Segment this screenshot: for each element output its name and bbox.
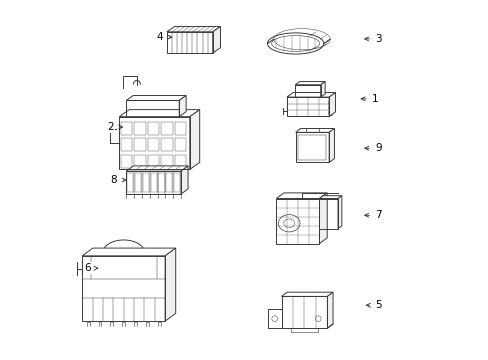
Polygon shape xyxy=(212,27,220,53)
Polygon shape xyxy=(82,248,175,256)
Text: 2: 2 xyxy=(107,122,114,132)
Bar xyxy=(121,138,132,151)
Bar xyxy=(276,198,319,243)
Bar xyxy=(174,154,185,168)
Bar xyxy=(166,174,172,192)
Text: 8: 8 xyxy=(110,175,117,185)
Polygon shape xyxy=(337,196,341,229)
Bar xyxy=(126,171,181,194)
Bar xyxy=(286,97,328,117)
Text: 9: 9 xyxy=(374,143,381,153)
Polygon shape xyxy=(319,193,326,243)
Polygon shape xyxy=(320,81,325,97)
Bar xyxy=(174,138,185,151)
Polygon shape xyxy=(295,81,325,85)
Bar xyxy=(295,85,320,97)
Text: 7: 7 xyxy=(374,210,381,220)
Bar xyxy=(121,122,132,135)
Bar xyxy=(161,154,172,168)
Bar xyxy=(174,174,180,192)
Bar xyxy=(166,32,212,53)
Bar xyxy=(127,174,133,192)
Bar xyxy=(134,154,145,168)
Bar xyxy=(119,117,189,170)
Text: 3: 3 xyxy=(374,34,381,44)
Text: 1: 1 xyxy=(371,94,378,104)
Bar xyxy=(267,309,281,328)
Polygon shape xyxy=(119,109,199,117)
Polygon shape xyxy=(281,292,332,296)
Polygon shape xyxy=(126,95,186,100)
Polygon shape xyxy=(189,109,199,170)
Bar xyxy=(161,138,172,151)
Bar xyxy=(319,198,337,229)
Polygon shape xyxy=(126,166,188,171)
Bar xyxy=(147,122,159,135)
Bar xyxy=(134,138,145,151)
Bar xyxy=(135,174,141,192)
Bar xyxy=(82,256,165,321)
Polygon shape xyxy=(328,93,335,117)
Polygon shape xyxy=(165,248,175,321)
Bar xyxy=(150,174,157,192)
Bar xyxy=(158,174,164,192)
Bar xyxy=(298,135,325,159)
Polygon shape xyxy=(166,27,220,32)
Polygon shape xyxy=(179,95,186,117)
Polygon shape xyxy=(181,166,188,194)
Bar xyxy=(281,296,327,328)
Polygon shape xyxy=(328,129,334,162)
Text: 6: 6 xyxy=(84,263,91,273)
Bar xyxy=(126,100,179,117)
Polygon shape xyxy=(319,196,341,198)
Polygon shape xyxy=(295,129,334,132)
Bar xyxy=(174,122,185,135)
Bar xyxy=(161,122,172,135)
Polygon shape xyxy=(276,193,326,198)
Polygon shape xyxy=(286,93,335,97)
Bar xyxy=(295,132,328,162)
Bar xyxy=(142,174,149,192)
Bar xyxy=(121,154,132,168)
Text: 4: 4 xyxy=(156,32,163,42)
Text: 5: 5 xyxy=(374,300,381,310)
Bar xyxy=(147,154,159,168)
Bar xyxy=(134,122,145,135)
Polygon shape xyxy=(327,292,332,328)
Bar xyxy=(147,138,159,151)
